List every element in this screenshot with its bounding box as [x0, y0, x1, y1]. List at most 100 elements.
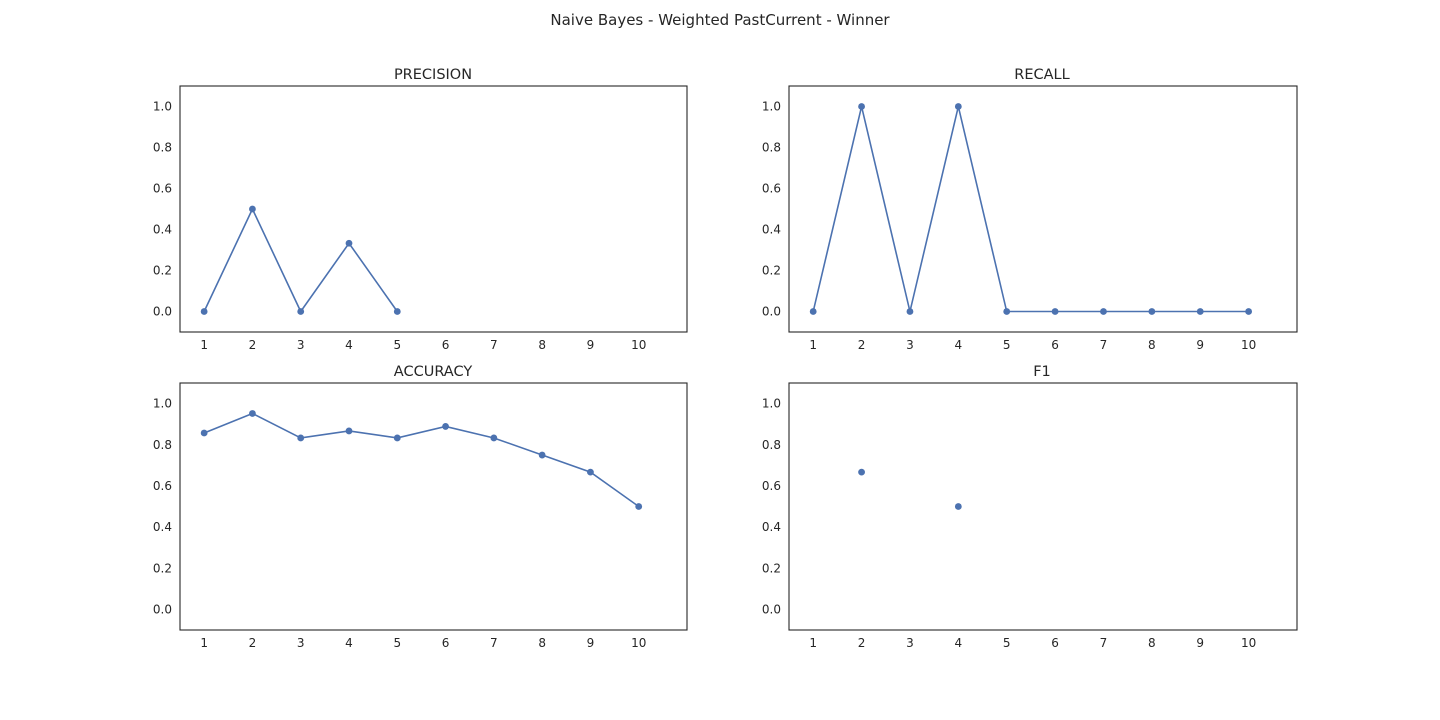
f1-data-point [858, 468, 865, 476]
f1-y-tick-label: 0.2 [762, 561, 781, 575]
f1-y-tick-label: 1.0 [762, 397, 781, 411]
f1-y-tick-label: 0.8 [762, 438, 781, 452]
figure-title: Naive Bayes - Weighted PastCurrent - Win… [550, 11, 890, 29]
f1-x-tick-label: 4 [955, 636, 963, 650]
accuracy-data-point [393, 434, 401, 442]
recall-data-point [954, 103, 962, 110]
precision-y-tick-label: 0.8 [153, 141, 172, 155]
precision-x-tick-label: 7 [490, 338, 498, 352]
recall-x-tick-label: 10 [1241, 338, 1256, 352]
accuracy-data-point [490, 434, 498, 442]
recall-data-point [809, 308, 817, 315]
precision-data-point [345, 239, 353, 247]
precision-axes-frame [179, 85, 688, 333]
accuracy-data-point [200, 429, 208, 437]
precision-data-point [249, 205, 256, 213]
recall-y-tick-label: 0.4 [762, 223, 781, 237]
accuracy-x-tick-label: 9 [587, 636, 595, 650]
recall-x-tick-label: 2 [858, 338, 866, 352]
f1-x-tick-label: 5 [1003, 636, 1011, 650]
accuracy-data-point [587, 468, 594, 476]
precision-x-tick-label: 4 [345, 338, 353, 352]
f1-x-tick-label: 6 [1051, 636, 1059, 650]
f1-y-tick-label: 0.4 [762, 520, 781, 534]
accuracy-data-point [442, 423, 449, 430]
precision-data-point [393, 308, 401, 315]
precision-x-tick-label: 8 [538, 338, 546, 352]
recall-y-tick-label: 0.6 [762, 182, 781, 196]
f1-x-tick-label: 1 [809, 636, 817, 650]
recall-subplot: RECALL 1 2 3 4 5 6 7 8 9 10 0.0 0.2 0.4 0.6 0.8 1.0 [762, 67, 1298, 352]
accuracy-y-tick-label: 0.8 [153, 438, 172, 452]
recall-title: RECALL [1014, 67, 1069, 83]
accuracy-x-tick-label: 3 [297, 636, 305, 650]
f1-subplot: F1 1 2 3 4 5 6 7 8 9 10 0.0 0.2 0.4 0.6 0.8 1.0 [762, 364, 1298, 650]
precision-data-point [200, 308, 208, 315]
recall-x-tick-label: 8 [1148, 338, 1156, 352]
precision-title: PRECISION [394, 67, 472, 83]
recall-x-tick-label: 9 [1196, 338, 1204, 352]
precision-y-tick-label: 0.0 [153, 305, 172, 319]
accuracy-x-tick-label: 6 [442, 636, 450, 650]
accuracy-x-tick-label: 5 [393, 636, 401, 650]
accuracy-x-tick-label: 2 [249, 636, 257, 650]
accuracy-subplot: ACCURACY 1 2 3 4 5 6 7 8 9 10 0.0 0.2 0.4 0.6 0.8 1.0 [153, 364, 688, 650]
recall-x-tick-label: 7 [1100, 338, 1108, 352]
precision-y-tick-label: 0.2 [153, 264, 172, 278]
f1-data-point [954, 503, 962, 510]
recall-x-tick-label: 4 [955, 338, 963, 352]
recall-series-line [812, 106, 1249, 313]
accuracy-data-point [635, 503, 643, 510]
precision-y-tick-label: 0.6 [153, 182, 172, 196]
precision-x-tick-label: 3 [297, 338, 305, 352]
f1-y-tick-label: 0.6 [762, 479, 781, 493]
recall-y-tick-label: 0.8 [762, 141, 781, 155]
recall-axes-frame [788, 85, 1298, 333]
accuracy-data-point [345, 427, 353, 435]
recall-x-tick-label: 5 [1003, 338, 1011, 352]
accuracy-y-tick-label: 0.4 [153, 520, 172, 534]
precision-y-tick-label: 1.0 [153, 100, 172, 114]
recall-x-tick-label: 1 [809, 338, 817, 352]
precision-x-tick-label: 5 [393, 338, 401, 352]
accuracy-data-point [538, 451, 546, 459]
precision-x-tick-label: 6 [442, 338, 450, 352]
f1-x-tick-label: 7 [1100, 636, 1108, 650]
accuracy-x-tick-label: 4 [345, 636, 353, 650]
precision-x-tick-label: 1 [200, 338, 208, 352]
accuracy-y-tick-label: 1.0 [153, 397, 172, 411]
recall-data-point [1196, 308, 1204, 315]
f1-x-tick-label: 3 [906, 636, 914, 650]
f1-x-tick-label: 2 [858, 636, 866, 650]
precision-data-point [297, 308, 305, 315]
recall-y-tick-label: 1.0 [762, 100, 781, 114]
f1-x-tick-label: 9 [1196, 636, 1204, 650]
recall-data-point [1003, 308, 1011, 315]
recall-data-point [1100, 308, 1107, 315]
precision-y-tick-label: 0.4 [153, 223, 172, 237]
precision-subplot: PRECISION 1 2 3 4 5 6 7 8 9 10 0.0 0.2 0.4 0.6 0.8 1.0 [153, 67, 688, 352]
accuracy-y-tick-label: 0.0 [153, 602, 172, 616]
recall-x-tick-label: 6 [1051, 338, 1059, 352]
recall-data-point [1245, 308, 1253, 315]
f1-title: F1 [1033, 364, 1051, 380]
recall-y-tick-label: 0.2 [762, 264, 781, 278]
recall-data-point [1148, 308, 1156, 315]
accuracy-y-tick-label: 0.6 [153, 479, 172, 493]
precision-x-tick-label: 2 [249, 338, 257, 352]
accuracy-title: ACCURACY [394, 364, 473, 380]
f1-x-tick-label: 8 [1148, 636, 1156, 650]
recall-data-point [906, 308, 914, 315]
f1-axes-frame [788, 382, 1298, 631]
precision-x-tick-label: 9 [587, 338, 595, 352]
recall-x-tick-label: 3 [906, 338, 914, 352]
accuracy-x-tick-label: 1 [200, 636, 208, 650]
accuracy-x-tick-label: 7 [490, 636, 498, 650]
accuracy-y-tick-label: 0.2 [153, 561, 172, 575]
f1-y-tick-label: 0.0 [762, 602, 781, 616]
precision-x-tick-label: 10 [631, 338, 646, 352]
recall-data-point [858, 103, 865, 110]
recall-y-tick-label: 0.0 [762, 305, 781, 319]
recall-data-point [1051, 308, 1059, 315]
